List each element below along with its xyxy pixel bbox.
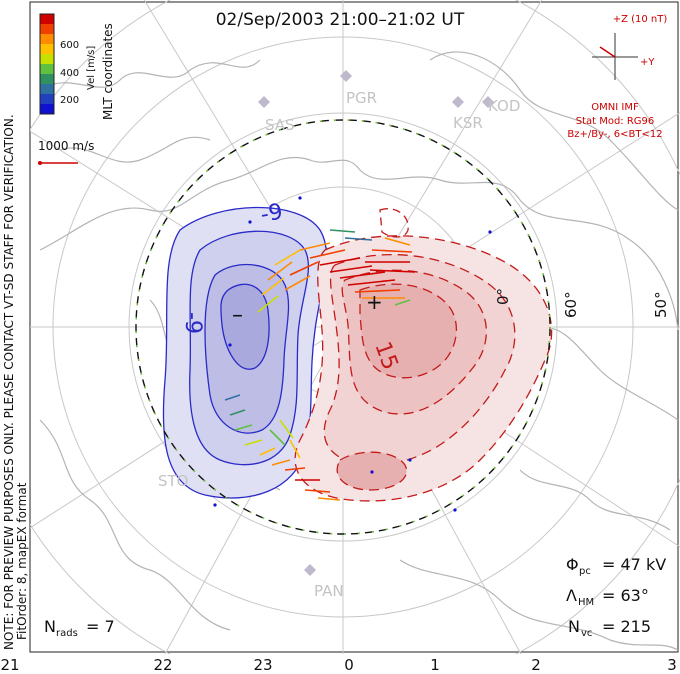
nrads-symbol: N <box>44 617 56 636</box>
preview-note: NOTE: FOR PREVIEW PURPOSES ONLY. PLEASE … <box>2 114 16 650</box>
nvc-symbol: N <box>568 617 580 636</box>
colorbar-swatch <box>40 104 54 115</box>
mlt-tick: 22 <box>153 656 172 674</box>
mlt-tick: 2 <box>531 656 541 674</box>
potential-max-marker: + <box>366 290 383 314</box>
imf-model: Stat Mod: RG96 <box>576 116 655 127</box>
negative-convection-cell <box>162 206 328 499</box>
colorbar-border <box>39 13 55 115</box>
imf-axis-right: +Y <box>640 57 655 68</box>
colorbar-swatch <box>40 84 54 95</box>
station-labels: PGR SAS KSR KOD STO PAN <box>158 89 520 600</box>
station-label-kod: KOD <box>488 97 520 115</box>
phi-pc-subscript: pc <box>579 566 591 577</box>
station-label-pan: PAN <box>314 582 344 600</box>
colorbar-label: Vel [m/s] <box>86 46 97 90</box>
colorbar-swatch <box>40 74 54 85</box>
imf-axis-top: +Z (10 nT) <box>613 14 668 25</box>
imf-panel: +Z (10 nT) +Y OMNI IMF Stat Mod: RG96 Bz… <box>567 14 667 140</box>
scale-vector-label: 1000 m/s <box>38 139 94 153</box>
contour-label-negative-2: -9 <box>180 312 205 334</box>
velocity-colorbar: 600 400 200 Vel [m/s] <box>39 13 97 115</box>
mlt-coordinates-label: MLT coordinates <box>101 23 115 120</box>
map-statistics: Φ pc = 47 kV Λ HM = 63° N vc = 215 N rad… <box>44 555 666 639</box>
nrads-value: = 7 <box>86 617 115 636</box>
positive-convection-cell <box>294 208 553 502</box>
mlt-tick: 21 <box>0 656 19 674</box>
station-label-pgr: PGR <box>346 89 377 107</box>
colorbar-tick-200: 200 <box>60 95 79 106</box>
mlt-tick: 0 <box>344 656 354 674</box>
lat-label-60: 60° <box>562 291 580 318</box>
mlt-tick: 1 <box>430 656 440 674</box>
mlt-axis: 21 22 23 0 1 2 3 <box>0 656 676 674</box>
colorbar-swatch <box>40 14 54 25</box>
station-label-sas: SAS <box>265 116 295 134</box>
vector-origins <box>213 196 492 512</box>
lat-label-50: 50° <box>652 291 670 318</box>
phi-pc-value: = 47 kV <box>602 555 666 574</box>
potential-min-marker: – <box>232 303 243 328</box>
nvc-value: = 215 <box>602 617 651 636</box>
colorbar-swatch <box>40 94 54 105</box>
colorbar-swatch <box>40 64 54 75</box>
phi-pc-symbol: Φ <box>566 555 579 574</box>
lambda-hm-value: = 63° <box>602 586 649 605</box>
nrads-subscript: rads <box>56 628 78 639</box>
colorbar-swatch <box>40 34 54 45</box>
map-title: 02/Sep/2003 21:00–21:02 UT <box>216 10 465 30</box>
contour-label-negative: -9 <box>259 199 285 227</box>
station-label-sto: STO <box>158 472 189 490</box>
colorbar-swatch <box>40 54 54 65</box>
mlt-tick: 3 <box>667 656 677 674</box>
velocity-vectors <box>224 229 416 501</box>
mlt-tick: 23 <box>253 656 272 674</box>
lat-label-70: 0° <box>494 288 512 305</box>
lambda-hm-subscript: HM <box>578 597 594 608</box>
hm-boundary-markers <box>135 119 551 535</box>
scale-vector-origin <box>38 161 42 165</box>
colorbar-tick-600: 600 <box>60 40 79 51</box>
colorbar-swatch <box>40 24 54 35</box>
colorbar-swatches <box>40 14 54 115</box>
colorbar-swatch <box>40 44 54 55</box>
imf-vector-arrow <box>599 46 616 58</box>
colorbar-tick-400: 400 <box>60 68 79 79</box>
station-label-ksr: KSR <box>453 114 483 132</box>
imf-source: OMNI IMF <box>591 102 639 113</box>
imf-condition: Bz+/By-, 6<BT<12 <box>567 129 662 140</box>
lambda-hm-symbol: Λ <box>566 586 577 605</box>
side-fit-note: FitOrder: 8, mapEX format <box>15 482 29 640</box>
nvc-subscript: vc <box>581 628 592 639</box>
